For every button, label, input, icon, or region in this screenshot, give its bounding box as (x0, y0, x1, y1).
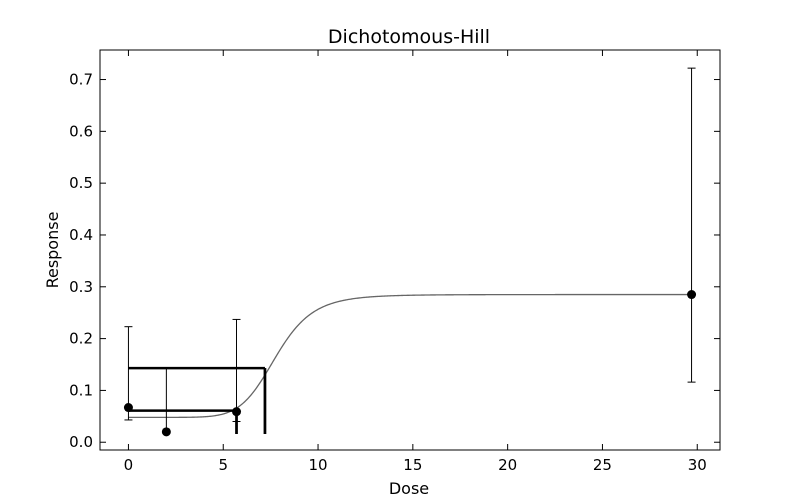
y-tick-label: 0.2 (69, 330, 93, 348)
y-tick-label: 0.0 (69, 433, 93, 451)
x-tick-label: 20 (498, 456, 517, 474)
fit-curve (128, 293, 692, 419)
error-bars-group (124, 67, 696, 433)
x-axis-label: Dose (389, 479, 429, 498)
y-tick-label: 0.6 (69, 122, 93, 140)
fit-curve-group (128, 293, 692, 419)
data-point (687, 290, 697, 300)
y-tick-label: 0.1 (69, 381, 93, 399)
chart-title: Dichotomous-Hill (328, 26, 490, 48)
data-points-group (123, 290, 697, 437)
axis-ticks: 0 5 10 15 20 25 30 0.0 0.1 0.2 0.3 0.4 0.5 0.6 0.7 (69, 50, 720, 474)
x-tick-label: 25 (593, 456, 612, 474)
y-tick-label: 0.5 (69, 174, 93, 192)
x-tick-label: 5 (218, 456, 228, 474)
y-tick-label: 0.7 (69, 71, 93, 89)
x-tick-label: 30 (688, 456, 707, 474)
y-axis-label: Response (43, 212, 62, 289)
data-point (232, 407, 242, 417)
x-tick-label: 15 (403, 456, 422, 474)
y-tick-label: 0.4 (69, 226, 93, 244)
bmd-lines-group (128, 366, 267, 434)
x-tick-label: 0 (124, 456, 134, 474)
data-point (161, 427, 171, 437)
y-tick-label: 0.3 (69, 278, 93, 296)
data-point (123, 403, 133, 413)
x-tick-label: 10 (308, 456, 327, 474)
plot-frame (99, 49, 721, 451)
